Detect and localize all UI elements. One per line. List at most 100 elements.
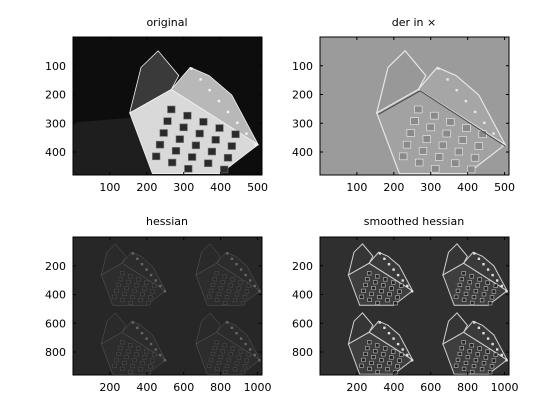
window bbox=[238, 280, 243, 285]
building-gable bbox=[417, 66, 507, 147]
window bbox=[375, 300, 380, 306]
crenel bbox=[406, 284, 409, 288]
window bbox=[128, 343, 133, 348]
window bbox=[399, 352, 404, 357]
axes-frame bbox=[72, 236, 263, 376]
crenel bbox=[473, 321, 476, 324]
window bbox=[395, 364, 400, 369]
window bbox=[461, 366, 467, 371]
image-der-in-x bbox=[320, 37, 509, 175]
building-roof bbox=[129, 50, 180, 114]
y-tick-label: 400 bbox=[45, 289, 66, 302]
window bbox=[415, 158, 424, 167]
building-gable bbox=[170, 66, 260, 146]
window bbox=[175, 135, 184, 143]
window bbox=[367, 297, 372, 302]
window bbox=[442, 129, 451, 138]
window bbox=[475, 283, 480, 288]
window bbox=[150, 358, 155, 363]
window bbox=[469, 343, 474, 348]
crenel bbox=[396, 342, 400, 346]
crenel bbox=[473, 252, 476, 255]
crenel bbox=[396, 273, 400, 277]
window bbox=[469, 274, 474, 279]
window bbox=[467, 280, 472, 285]
window bbox=[152, 352, 157, 357]
crenel bbox=[387, 263, 391, 266]
window bbox=[489, 295, 495, 300]
building-windows bbox=[206, 340, 251, 375]
window bbox=[206, 363, 212, 368]
building-windows bbox=[453, 271, 498, 306]
axes-frame bbox=[319, 236, 510, 376]
building-roof bbox=[375, 49, 427, 115]
crenel bbox=[483, 121, 486, 124]
window bbox=[414, 105, 423, 114]
window bbox=[481, 292, 487, 297]
window bbox=[385, 298, 390, 303]
window bbox=[389, 355, 394, 360]
window bbox=[231, 130, 240, 139]
window bbox=[179, 123, 188, 132]
subplot-title-smoothed-hessian: smoothed hessian bbox=[364, 215, 464, 228]
crenel bbox=[230, 326, 234, 329]
window bbox=[359, 294, 364, 299]
window bbox=[483, 286, 489, 291]
window bbox=[453, 294, 459, 299]
x-tick-label: 100 bbox=[346, 181, 367, 194]
window bbox=[399, 152, 408, 161]
window bbox=[138, 298, 143, 303]
crenel bbox=[253, 353, 256, 357]
window bbox=[375, 369, 380, 375]
window bbox=[485, 349, 490, 354]
crenel bbox=[505, 290, 508, 293]
y-tick-label: 300 bbox=[45, 117, 66, 130]
crenel bbox=[486, 337, 490, 340]
window bbox=[469, 300, 475, 306]
crenel bbox=[199, 78, 202, 81]
window bbox=[493, 283, 498, 288]
window bbox=[208, 288, 214, 293]
window bbox=[381, 283, 386, 288]
window bbox=[222, 343, 227, 348]
crenel bbox=[235, 332, 238, 335]
window bbox=[234, 361, 240, 366]
window bbox=[385, 367, 390, 372]
axes-frame bbox=[72, 36, 263, 176]
window bbox=[410, 117, 419, 125]
window bbox=[462, 124, 471, 132]
window bbox=[232, 367, 238, 372]
window bbox=[148, 364, 153, 369]
window bbox=[230, 277, 235, 282]
crenel bbox=[378, 252, 381, 255]
crenel bbox=[491, 273, 494, 277]
window bbox=[146, 301, 151, 306]
window bbox=[481, 361, 487, 366]
window bbox=[371, 285, 376, 291]
crenel bbox=[392, 337, 395, 340]
window bbox=[232, 298, 238, 303]
window bbox=[474, 142, 483, 150]
window bbox=[216, 360, 222, 366]
edge-shadow bbox=[378, 90, 506, 147]
window bbox=[132, 358, 137, 363]
window bbox=[455, 288, 461, 293]
window bbox=[240, 301, 246, 306]
y-tick-label: 800 bbox=[45, 346, 66, 359]
subplot-hessian: hessian 200 400 600 800 1000 200 400 600 800 bbox=[45, 215, 272, 394]
window bbox=[114, 288, 119, 293]
window bbox=[389, 286, 394, 291]
window bbox=[473, 358, 479, 363]
crenel bbox=[401, 348, 404, 351]
window bbox=[361, 357, 366, 362]
axes-frame bbox=[319, 36, 510, 176]
building-windows bbox=[112, 271, 157, 306]
crenel bbox=[253, 284, 256, 288]
window bbox=[246, 352, 251, 357]
window bbox=[228, 352, 233, 357]
window bbox=[489, 364, 495, 369]
building-roof bbox=[442, 243, 469, 276]
building-roof bbox=[100, 312, 127, 345]
y-tick-label: 800 bbox=[292, 346, 313, 359]
window bbox=[223, 300, 228, 306]
